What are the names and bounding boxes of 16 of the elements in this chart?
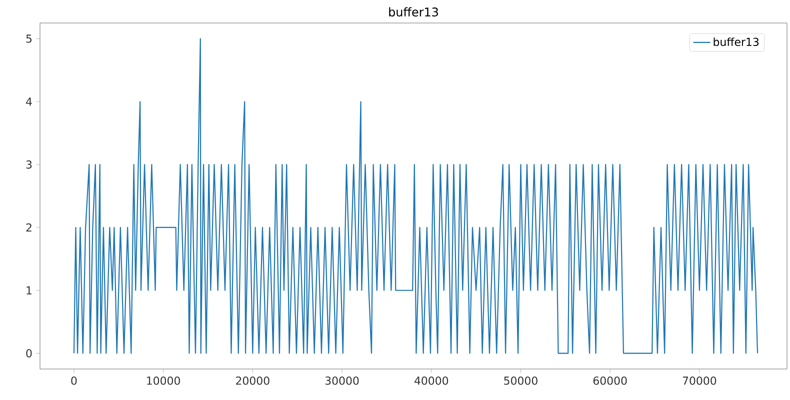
- x-tick-label: 50000: [504, 376, 538, 385]
- y-tick-label: 0: [26, 349, 32, 358]
- x-tick-label: 10000: [147, 376, 180, 385]
- y-tick-label: 4: [26, 98, 32, 106]
- x-tick-label: 70000: [682, 376, 716, 385]
- x-tick-label: 0: [71, 376, 77, 385]
- x-tick-label: 40000: [414, 376, 448, 385]
- y-tick-label: 2: [26, 223, 32, 232]
- x-tick-label: 20000: [236, 376, 270, 385]
- x-tick-label: 60000: [593, 376, 627, 385]
- chart-title: buffer13: [389, 7, 438, 17]
- y-tick-label: 3: [26, 160, 32, 169]
- y-tick-label: 1: [26, 286, 32, 294]
- legend-label: buffer13: [714, 38, 759, 46]
- y-tick-label: 5: [26, 34, 32, 43]
- x-tick-label: 30000: [325, 376, 359, 385]
